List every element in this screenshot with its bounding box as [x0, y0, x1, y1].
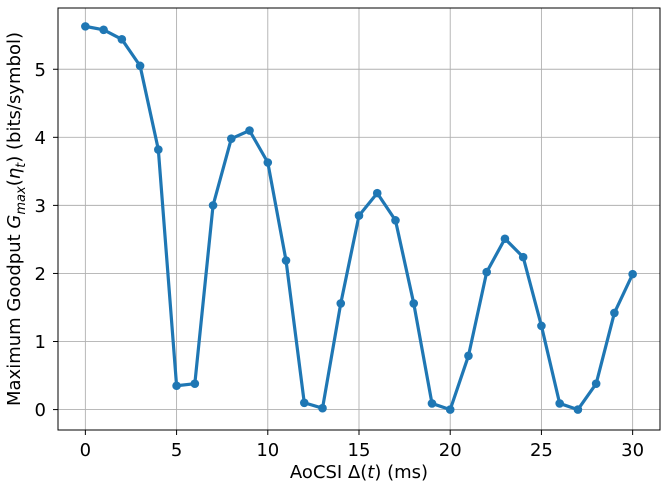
x-tick-label: 15 — [348, 440, 371, 461]
data-point — [573, 405, 583, 414]
y-tick-label: 4 — [35, 128, 46, 149]
x-axis-label-prefix: AoCSI Δ( — [290, 462, 367, 483]
x-tick-label: 0 — [80, 440, 91, 461]
data-point — [135, 61, 145, 71]
y-axis-label-t: t — [14, 162, 29, 168]
x-axis-label-var: t — [367, 462, 375, 483]
data-point — [555, 399, 564, 408]
y-axis-label-open: ( — [4, 179, 25, 186]
data-point — [208, 201, 218, 210]
x-tick-labels: 0 5 10 15 20 25 30 — [80, 440, 644, 461]
grid-lines — [58, 8, 660, 430]
x-tick-label: 10 — [256, 440, 279, 461]
data-point — [591, 379, 601, 389]
x-axis-label: AoCSI Δ(t) (ms) — [290, 462, 428, 483]
data-point — [154, 145, 163, 154]
data-point — [610, 308, 619, 318]
data-point — [227, 134, 236, 143]
x-tick-label: 5 — [171, 440, 182, 461]
data-points — [81, 22, 637, 414]
y-tick-label: 0 — [35, 400, 46, 421]
data-point — [391, 216, 400, 225]
data-point — [172, 381, 181, 391]
x-axis-label-suffix: ) (ms) — [374, 462, 428, 483]
data-point — [336, 299, 346, 308]
data-point — [628, 269, 637, 279]
data-point — [245, 126, 254, 135]
y-tick-label: 5 — [35, 60, 46, 81]
y-axis-label-sub: max — [14, 186, 29, 215]
y-axis-label-g: G — [4, 215, 25, 229]
data-point — [409, 299, 419, 308]
data-point — [427, 399, 437, 408]
x-tick-label: 30 — [621, 440, 644, 461]
y-axis-label-suffix: ) (bits/symbol) — [4, 32, 25, 163]
data-point — [372, 188, 382, 198]
y-tick-label: 3 — [35, 196, 46, 217]
data-point — [99, 25, 108, 35]
data-point — [318, 403, 327, 413]
data-point — [81, 22, 90, 31]
y-axis-label-eta: η — [4, 168, 25, 179]
data-point — [445, 405, 455, 414]
x-tick-label: 25 — [530, 440, 553, 461]
axis-ticks — [53, 68, 634, 435]
y-tick-label: 1 — [35, 332, 46, 353]
y-axis-label-prefix: Maximum Goodput — [4, 229, 25, 406]
data-point — [117, 35, 127, 44]
data-point — [190, 379, 200, 389]
y-tick-labels: 0 1 2 3 4 5 — [35, 60, 46, 421]
data-point — [500, 234, 510, 244]
y-tick-label: 2 — [35, 264, 46, 285]
data-point — [263, 158, 273, 167]
data-point — [354, 211, 364, 220]
data-point — [299, 398, 309, 408]
data-point — [518, 252, 528, 262]
data-point — [482, 267, 491, 277]
data-point — [281, 256, 291, 265]
data-point — [464, 351, 473, 361]
y-axis-label: Maximum Goodput Gmax(ηt) (bits/symbol) — [4, 32, 29, 406]
data-point — [537, 321, 546, 331]
x-tick-label: 20 — [439, 440, 462, 461]
